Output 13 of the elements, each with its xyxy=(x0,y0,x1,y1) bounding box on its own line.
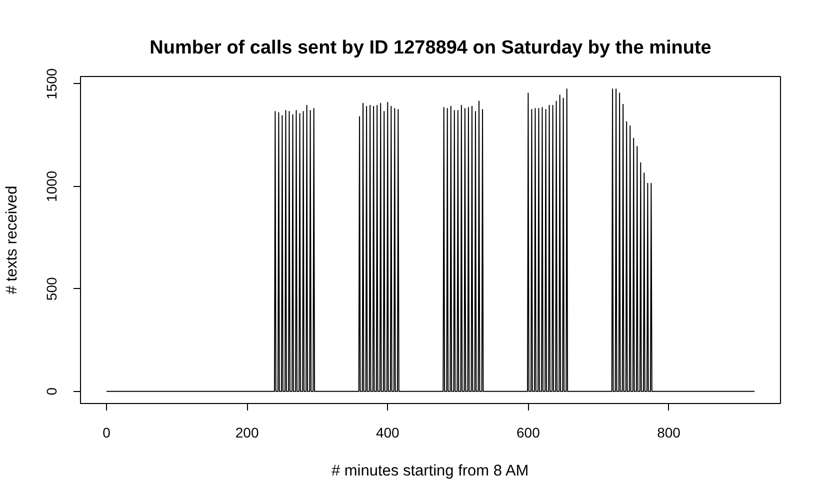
y-tick-label: 0 xyxy=(44,387,60,396)
y-axis-title: # texts received xyxy=(4,186,20,294)
x-axis-title: # minutes starting from 8 AM xyxy=(331,462,529,480)
x-tick-label: 0 xyxy=(102,424,111,440)
line-series xyxy=(106,88,755,392)
x-tick-label: 400 xyxy=(376,424,400,440)
y-tick-label: 1000 xyxy=(44,170,60,202)
x-tick-label: 800 xyxy=(657,424,681,440)
x-tick-label: 200 xyxy=(235,424,259,440)
x-tick-label: 600 xyxy=(516,424,540,440)
y-tick-label: 1500 xyxy=(44,68,60,100)
y-tick-label: 500 xyxy=(44,277,60,301)
chart-title: Number of calls sent by ID 1278894 on Saturday by the minute xyxy=(150,38,712,58)
